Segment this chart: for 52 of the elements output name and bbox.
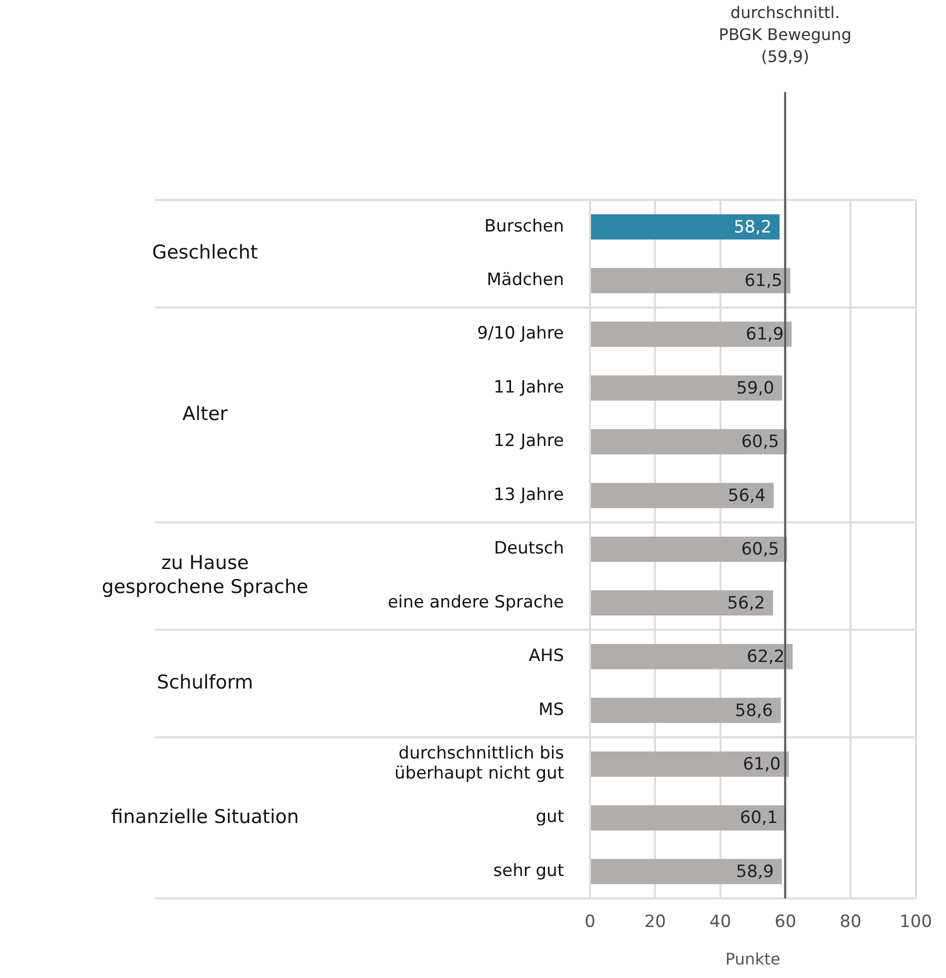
bar <box>591 751 789 777</box>
data-label: 61,0 <box>742 754 781 775</box>
y-tick-label: MS <box>538 700 564 720</box>
x-tick-label: 40 <box>709 912 732 932</box>
y-tick-label: Deutsch <box>494 538 564 559</box>
x-tick-label: 20 <box>644 912 666 932</box>
text: Geschlecht <box>152 242 258 264</box>
data-label: 60,5 <box>741 540 780 560</box>
bar <box>591 590 774 616</box>
text: Schulform <box>156 671 254 694</box>
text: zu Hause gesprochene Sprache <box>102 552 308 598</box>
text: finanzielle Situation <box>111 806 299 828</box>
y-tick-label: gut <box>536 807 564 828</box>
y-tick-label: eine andere Sprache <box>388 592 564 612</box>
bar <box>591 322 792 347</box>
y-tick-label: sehr gut <box>493 860 564 881</box>
x-tick-label: 60 <box>774 912 796 932</box>
data-label: 56,4 <box>728 486 766 506</box>
x-tick-label: 80 <box>840 912 862 932</box>
ref-line-label: durchschnittl. PBGK Bewegung (59,9) <box>718 3 852 66</box>
bar <box>591 268 790 294</box>
y-tick-label: Mädchen <box>486 270 564 290</box>
data-label: 58,9 <box>736 862 774 882</box>
data-label: 61,5 <box>744 271 782 292</box>
bar <box>591 429 788 454</box>
bar <box>591 698 781 723</box>
text: Alter <box>182 402 228 425</box>
y-tick-label: 11 Jahre <box>494 377 564 398</box>
x-tick-label: 100 <box>900 912 932 932</box>
bar <box>591 536 788 562</box>
y-tick-label: 12 Jahre <box>494 431 564 452</box>
y-tick-label: 9/10 Jahre <box>477 324 564 344</box>
data-label: 58,2 <box>734 217 772 238</box>
y-tick-label: durchschnittlich bis überhaupt nicht gut <box>394 743 564 784</box>
bar <box>591 805 786 830</box>
data-label: 59,0 <box>736 378 774 398</box>
y-tick-label: Burschen <box>484 216 564 236</box>
data-label: 60,5 <box>741 432 780 452</box>
y-tick-label: AHS <box>528 646 564 666</box>
data-label: 60,1 <box>740 808 778 828</box>
bar <box>591 858 782 884</box>
data-label: 58,6 <box>735 700 773 721</box>
y-tick-label: 13 Jahre <box>494 484 564 505</box>
bar <box>591 482 774 508</box>
bar <box>591 214 780 240</box>
data-label: 56,2 <box>727 593 766 614</box>
x-axis-title: Punkte <box>725 950 780 969</box>
data-label: 62,2 <box>746 647 785 668</box>
x-tick-label: 0 <box>584 912 596 932</box>
bar <box>591 375 782 401</box>
bar <box>591 644 793 670</box>
data-label: 61,9 <box>746 324 784 345</box>
